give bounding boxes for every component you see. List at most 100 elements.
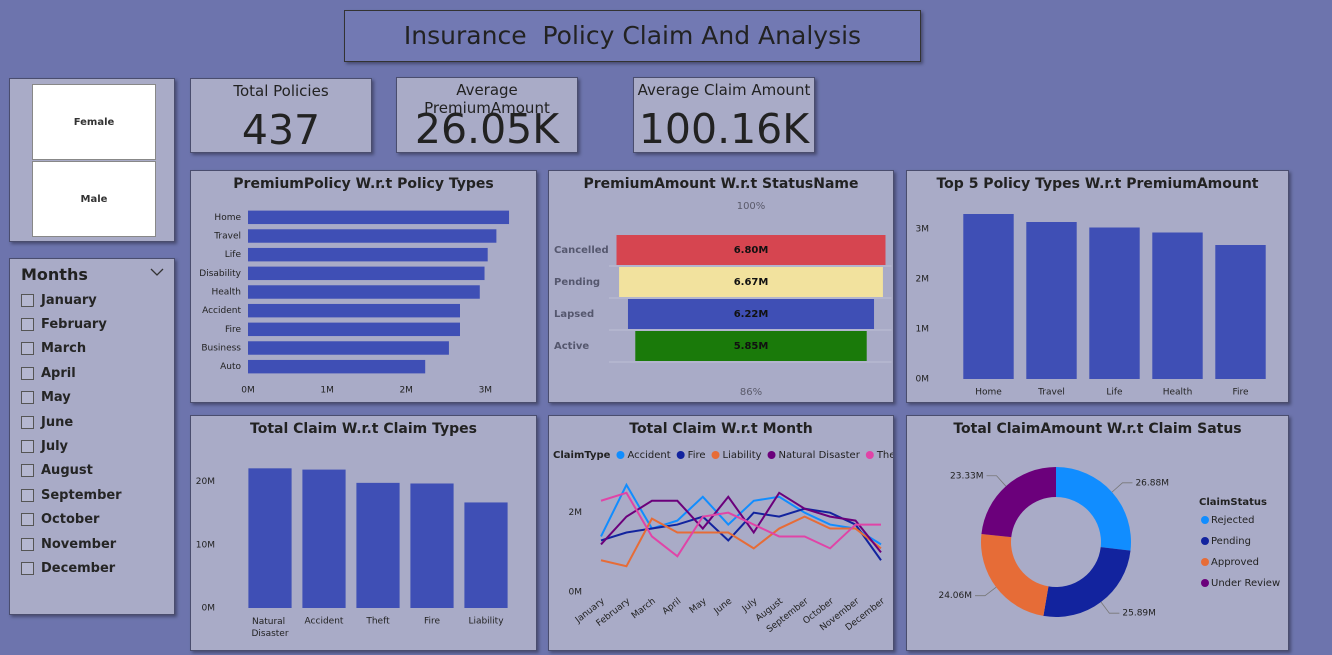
- category-label: Pending: [554, 277, 600, 288]
- kpi-value: 26.05K: [414, 105, 560, 153]
- chart-title: PremiumAmount W.r.t StatusName: [583, 176, 858, 192]
- checkbox[interactable]: [21, 439, 34, 453]
- slicer-item[interactable]: May: [21, 388, 71, 408]
- x-tick-label: 1M: [320, 386, 334, 396]
- checkbox[interactable]: [21, 342, 34, 356]
- slicer-item[interactable]: December: [21, 558, 115, 578]
- checkbox[interactable]: [21, 464, 34, 478]
- y-tick-label: 10M: [196, 540, 215, 550]
- category-label: Fire: [225, 325, 242, 335]
- legend-label: Pending: [1211, 536, 1251, 547]
- category-label: Disability: [199, 269, 241, 279]
- slicer-item[interactable]: September: [21, 485, 122, 505]
- category-label: Life: [1106, 388, 1123, 398]
- value-label: 6.22M: [734, 309, 769, 320]
- bar: [248, 468, 292, 608]
- x-tick-label: 0M: [241, 386, 255, 396]
- x-tick-label: May: [688, 596, 709, 616]
- chart-panel: Total ClaimAmount W.r.t Claim Satus 26.88…: [906, 415, 1289, 651]
- bar: [410, 483, 454, 608]
- category-label: Health: [211, 288, 241, 298]
- donut-slice: [981, 467, 1056, 538]
- kpi-label: Total Policies: [233, 82, 329, 100]
- slicer-item[interactable]: June: [21, 412, 73, 432]
- legend-marker: [616, 451, 625, 459]
- slicer-item[interactable]: January: [21, 290, 97, 310]
- chart: Total ClaimAmount W.r.t Claim Satus 26.88…: [938, 421, 1280, 619]
- checkbox[interactable]: [21, 488, 34, 502]
- leader-line: [1100, 601, 1120, 614]
- x-tick-label: June: [712, 596, 735, 617]
- value-label: 6.67M: [734, 277, 769, 288]
- bar: [248, 341, 449, 355]
- bar: [302, 469, 346, 608]
- slicer-item-label: July: [41, 438, 69, 454]
- kpi-value: 100.16K: [638, 105, 810, 153]
- legend-marker: [711, 451, 720, 459]
- category-label: Home: [975, 388, 1002, 398]
- slicer-button[interactable]: Female: [32, 84, 156, 160]
- x-tick-label: March: [630, 596, 658, 621]
- value-label: 26.88M: [1135, 478, 1169, 488]
- category-label: Lapsed: [554, 309, 594, 320]
- category-label: Travel: [213, 232, 241, 242]
- category-label: Life: [225, 250, 242, 260]
- checkbox[interactable]: [21, 391, 34, 405]
- donut-slice: [981, 533, 1049, 616]
- slicer-item-label: November: [41, 536, 117, 552]
- slicer-button[interactable]: Male: [32, 161, 156, 237]
- checkbox[interactable]: [21, 415, 34, 429]
- bar: [963, 214, 1014, 379]
- checkbox[interactable]: [21, 293, 34, 307]
- bar: [1152, 232, 1203, 379]
- slicer-item[interactable]: October: [21, 510, 99, 530]
- kpi-label: Average Claim Amount: [637, 81, 811, 99]
- y-tick-label: 20M: [196, 477, 215, 487]
- legend-marker: [865, 451, 874, 459]
- chart-title: Total Claim W.r.t Month: [629, 421, 813, 437]
- donut-slice: [1056, 467, 1131, 551]
- checkbox[interactable]: [21, 513, 34, 527]
- value-label: 25.89M: [1122, 609, 1156, 619]
- y-tick-label: 1M: [916, 325, 930, 335]
- chart-panel: PremiumPolicy W.r.t Policy Types 0M 1M 2M 3M…: [190, 170, 537, 403]
- checkbox[interactable]: [21, 366, 34, 380]
- legend-marker: [1201, 537, 1209, 545]
- slicer-item[interactable]: February: [21, 314, 107, 334]
- legend-marker: [767, 451, 776, 459]
- category-label: Accident: [305, 617, 344, 627]
- category-label: Business: [201, 344, 241, 354]
- slicer-item-label: October: [41, 512, 100, 528]
- slicer-item-label: April: [41, 365, 76, 381]
- slicer-item[interactable]: April: [21, 363, 76, 383]
- checkbox[interactable]: [21, 561, 34, 575]
- series-line: [600, 515, 882, 568]
- category-label: Health: [1163, 388, 1193, 398]
- chart-panel: PremiumAmount W.r.t StatusName 100% 86% Can…: [548, 170, 894, 403]
- checkbox[interactable]: [21, 317, 34, 331]
- chart: PremiumPolicy W.r.t Policy Types 0M 1M 2M 3M…: [199, 176, 510, 396]
- slicer-item[interactable]: March: [21, 339, 86, 359]
- slicer-item[interactable]: July: [21, 436, 68, 456]
- slicer-item-label: December: [41, 560, 116, 576]
- leader-line: [986, 475, 1007, 487]
- slicer-title: Months: [21, 265, 88, 284]
- chart-title: PremiumPolicy W.r.t Policy Types: [233, 176, 493, 192]
- slicer-item[interactable]: August: [21, 461, 93, 481]
- slicer-item[interactable]: November: [21, 534, 116, 554]
- checkbox[interactable]: [21, 537, 34, 551]
- slicer-item-label: January: [41, 292, 97, 308]
- x-tick-label: 2M: [399, 386, 413, 396]
- legend-label: Approved: [1211, 557, 1259, 568]
- y-tick-label: 2M: [569, 508, 583, 518]
- dropdown-chevron[interactable]: [150, 267, 164, 277]
- category-label: Liability: [468, 617, 504, 627]
- slicer-item-label: May: [41, 390, 71, 406]
- value-label: 24.06M: [938, 591, 972, 601]
- kpi-card: Average Claim Amount 100.16K: [633, 77, 815, 153]
- chart-panel: Total Claim W.r.t Claim Types 0M 10M 20M Nat…: [190, 415, 537, 651]
- legend-label: Fire: [688, 450, 706, 461]
- bar: [248, 322, 460, 337]
- bar: [1089, 227, 1140, 379]
- funnel-bar: [616, 235, 886, 265]
